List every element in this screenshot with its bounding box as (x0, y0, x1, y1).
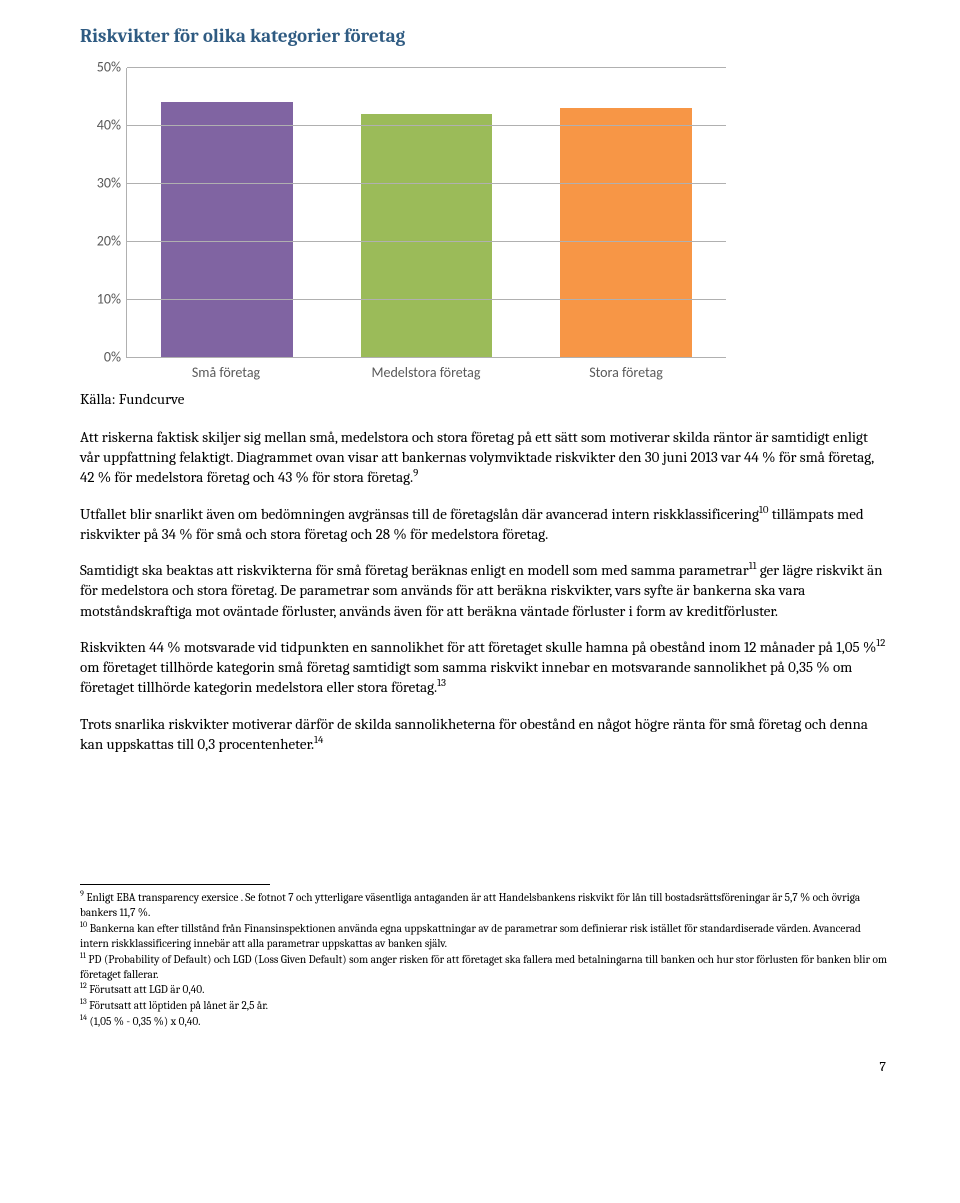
chart-xlabel: Medelstora företag (326, 364, 526, 383)
chart-bars (127, 68, 726, 358)
chart-xlabel: Små företag (126, 364, 326, 383)
bar-chart: 0%10%20%30%40%50% Små företagMedelstora … (86, 68, 726, 383)
paragraph-5: Trots snarlika riskvikter motiverar därf… (80, 714, 890, 755)
chart-gridline (127, 299, 726, 300)
chart-bar-slot (127, 68, 327, 358)
chart-title: Riskvikter för olika kategorier företag (80, 24, 890, 50)
footnote-ref: 9 (413, 466, 418, 479)
text: Trots snarlika riskvikter motiverar därf… (80, 715, 868, 753)
footnote-number: 14 (80, 1015, 87, 1024)
chart-gridline (127, 183, 726, 184)
footnote-number: 12 (80, 983, 87, 992)
chart-ytick: 50% (81, 58, 121, 77)
chart-source: Källa: Fundcurve (80, 389, 890, 409)
chart-ytick: 10% (81, 290, 121, 309)
footnote-ref: 12 (876, 636, 885, 649)
chart-gridline (127, 125, 726, 126)
footnote-11: 11 PD (Probability of Default) och LGD (… (80, 953, 890, 983)
footnote-13: 13 Förutsatt att löptiden på lånet är 2,… (80, 999, 890, 1014)
paragraph-3: Samtidigt ska beaktas att riskvikterna f… (80, 560, 890, 621)
paragraph-4: Riskvikten 44 % motsvarade vid tidpunkte… (80, 637, 890, 698)
footnote-ref: 13 (437, 676, 446, 689)
footnote-12: 12 Förutsatt att LGD är 0,40. (80, 983, 890, 998)
footnote-ref: 11 (749, 559, 757, 572)
chart-gridline (127, 241, 726, 242)
footnote-text: PD (Probability of Default) och LGD (Los… (80, 953, 887, 981)
chart-bar (361, 114, 493, 358)
chart-gridline (127, 357, 726, 358)
footnote-10: 10 Bankerna kan efter tillstånd från Fin… (80, 922, 890, 952)
footnote-ref: 10 (759, 503, 769, 516)
footnote-text: Förutsatt att löptiden på lånet är 2,5 å… (87, 999, 268, 1012)
chart-plot-area: 0%10%20%30%40%50% (126, 68, 726, 358)
footnote-ref: 14 (314, 733, 323, 746)
chart-ytick: 40% (81, 116, 121, 135)
page-number: 7 (80, 1058, 890, 1077)
footnote-text: Förutsatt att LGD är 0,40. (87, 983, 205, 996)
chart-ytick: 0% (81, 348, 121, 367)
footnote-14: 14 (1,05 % - 0,35 %) x 0,40. (80, 1015, 890, 1030)
chart-ytick: 20% (81, 232, 121, 251)
footnote-9: 9 Enligt EBA transparency exersice . Se … (80, 891, 890, 921)
chart-bar (560, 108, 692, 357)
text: Riskvikten 44 % motsvarade vid tidpunkte… (80, 638, 876, 656)
chart-bar-slot (526, 68, 726, 358)
chart-x-labels: Små företagMedelstora företagStora föret… (126, 364, 726, 383)
footnote-text: Bankerna kan efter tillstånd från Finans… (80, 922, 861, 950)
chart-bar-slot (327, 68, 527, 358)
chart-ytick: 30% (81, 174, 121, 193)
paragraph-2: Utfallet blir snarlikt även om bedömning… (80, 504, 890, 545)
text: Att riskerna faktisk skiljer sig mellan … (80, 428, 874, 487)
footnote-text: (1,05 % - 0,35 %) x 0,40. (87, 1015, 201, 1028)
chart-bar (161, 102, 293, 357)
footnotes-divider (80, 884, 270, 885)
footnote-number: 13 (80, 999, 87, 1008)
text: om företaget tillhörde kategorin små för… (80, 658, 852, 696)
text: Samtidigt ska beaktas att riskvikterna f… (80, 561, 749, 579)
chart-gridline (127, 67, 726, 68)
text: Utfallet blir snarlikt även om bedömning… (80, 505, 759, 523)
chart-xlabel: Stora företag (526, 364, 726, 383)
paragraph-1: Att riskerna faktisk skiljer sig mellan … (80, 427, 890, 488)
footnote-text: Enligt EBA transparency exersice . Se fo… (80, 891, 860, 919)
